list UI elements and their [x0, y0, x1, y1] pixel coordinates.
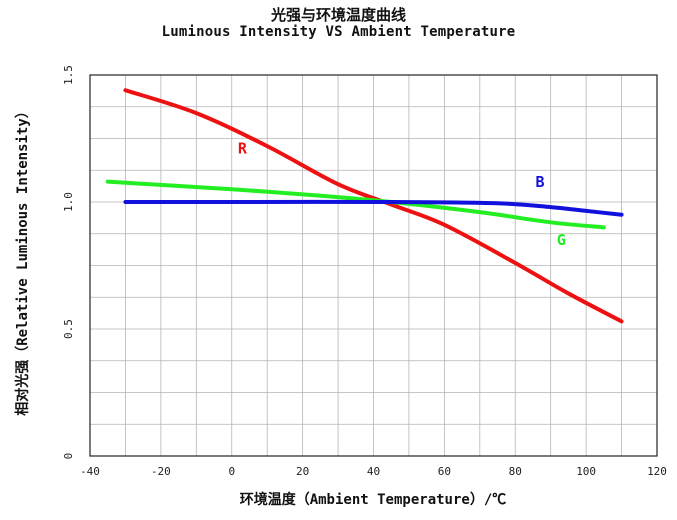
- chart-title: 光强与环境温度曲线: [270, 6, 406, 24]
- x-axis-ticks: -40 -20 0 20 40 60 80 100 120: [80, 465, 667, 478]
- x-tick-label: 20: [296, 465, 309, 478]
- series-label-r: R: [238, 140, 248, 158]
- y-axis-ticks: 0 0.5 1.0 1.5: [62, 65, 75, 459]
- series-line-r: [123, 88, 624, 324]
- x-tick-label: 80: [509, 465, 522, 478]
- grid: [90, 75, 657, 456]
- chart-subtitle: Luminous Intensity VS Ambient Temperatur…: [161, 24, 516, 40]
- x-tick-label: 100: [576, 465, 596, 478]
- y-tick-label: 1.0: [62, 192, 75, 212]
- y-axis-label: 相对光强（Relative Luminous Intensity）: [15, 104, 31, 416]
- x-tick-label: -40: [80, 465, 100, 478]
- series-label-b: B: [536, 173, 545, 191]
- series-line-b: [123, 199, 624, 217]
- y-tick-label: 1.5: [62, 65, 75, 85]
- x-tick-label: 60: [438, 465, 451, 478]
- plot-frame: [89, 74, 658, 457]
- y-tick-label: 0: [62, 453, 75, 460]
- series-label-g: G: [557, 231, 566, 249]
- x-tick-label: 40: [367, 465, 380, 478]
- x-axis-label: 环境温度（Ambient Temperature）/℃: [239, 492, 507, 508]
- x-tick-label: 0: [228, 465, 235, 478]
- series-labels: R B G: [238, 140, 566, 249]
- series-lines: [105, 88, 624, 324]
- x-tick-label: 120: [647, 465, 667, 478]
- x-tick-label: -20: [151, 465, 171, 478]
- y-tick-label: 0.5: [62, 319, 75, 339]
